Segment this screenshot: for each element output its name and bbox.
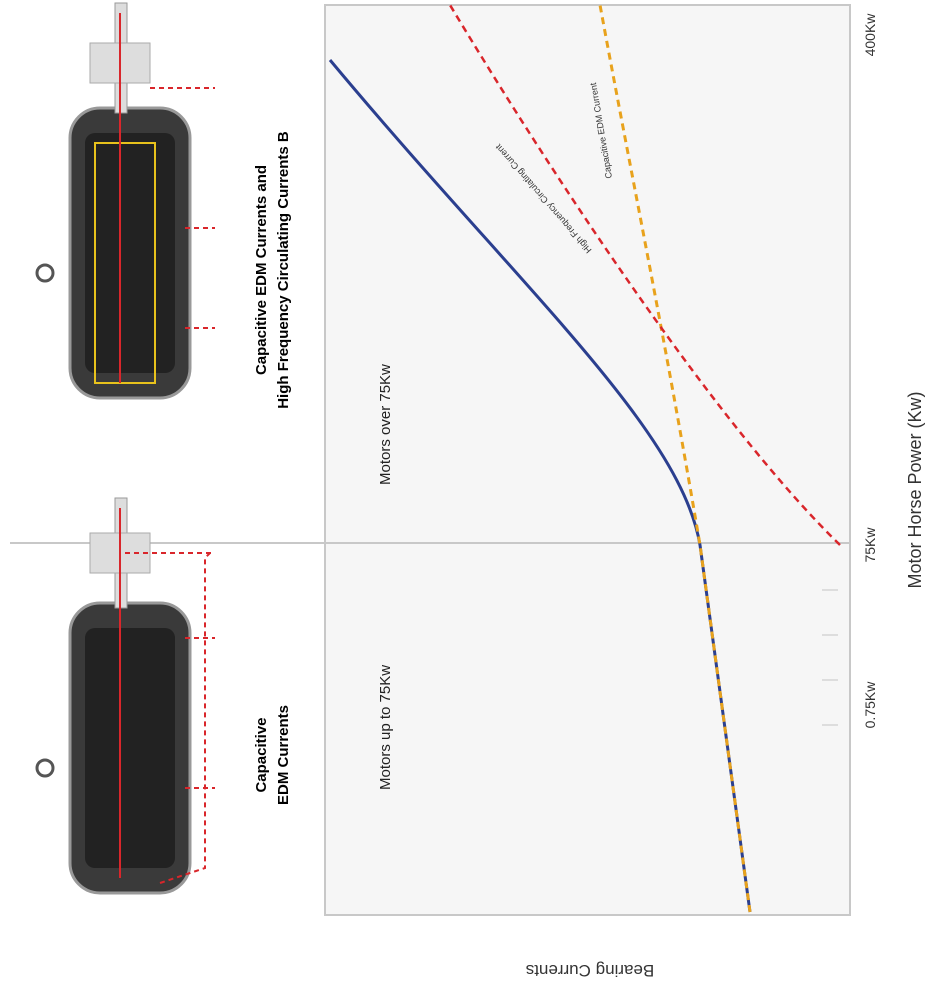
x-tick-label: 400Kw (862, 13, 878, 57)
rotated-figure: Capacitive EDM Currents Capacitive EDM C… (10, 2, 925, 980)
motor-left (35, 497, 215, 895)
total-current-curve (328, 59, 752, 913)
left-title-line: EDM Currents (275, 705, 292, 805)
plot-area (324, 4, 851, 916)
region-label: Motors over 75Kw (377, 364, 394, 485)
y-axis-label: Bearing Currents (526, 961, 655, 980)
x-axis-label: Motor Horse Power (Kw) (905, 391, 925, 588)
x-tick-label: 0.75Kw (862, 681, 878, 729)
region-label: Motors up to 75Kw (377, 665, 394, 790)
motor-right (35, 2, 215, 400)
hf-circulating-curve (448, 4, 841, 546)
right-title-line: Capacitive EDM Currents and (253, 165, 270, 375)
capacitive-edm-curve (598, 4, 752, 913)
x-tick-label: 75Kw (862, 527, 878, 563)
right-title-line: High Frequency Circulating Currents B (275, 131, 292, 409)
left-title-line: Capacitive (253, 717, 270, 792)
minor-ticks (822, 589, 838, 726)
